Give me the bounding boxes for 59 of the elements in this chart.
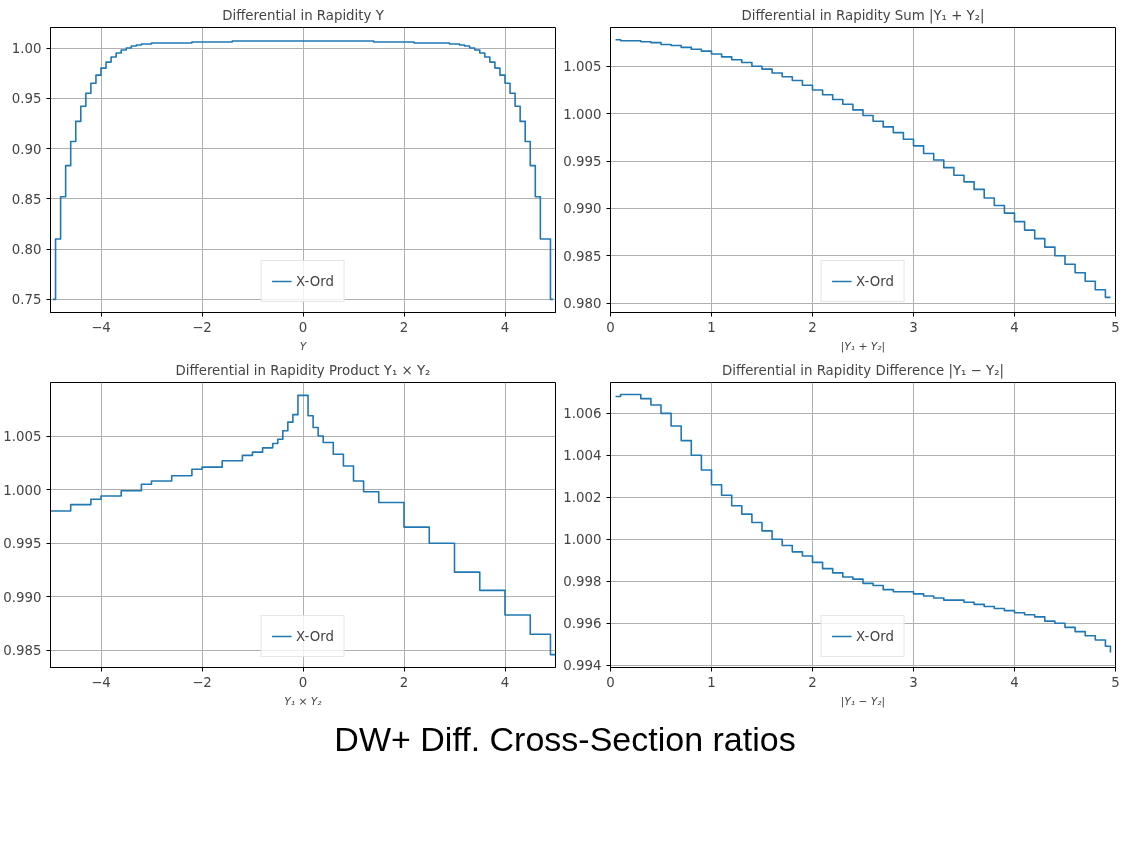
y-tick-label: 0.980 (563, 296, 602, 312)
chart-title: Differential in Rapidity Product Y₁ × Y₂ (175, 362, 431, 378)
y-tick-label: 0.990 (563, 201, 602, 217)
y-tick-label: 1.000 (3, 482, 42, 498)
y-tick-label: 1.000 (563, 106, 602, 122)
legend-label: X-Ord (856, 273, 894, 289)
x-tick-label: 0 (298, 674, 308, 690)
text: DW+ Diff. Cross-Section ratios (334, 719, 796, 760)
chart-title: Differential in Rapidity Difference |Y₁ − Y₂| (722, 362, 1004, 379)
x-tick-label: 4 (1010, 319, 1019, 335)
x-tick-label: 2 (808, 319, 817, 335)
y-tick-label: 0.985 (563, 248, 602, 264)
x-tick-label: 4 (500, 674, 510, 690)
y-tick-label: 0.95 (11, 91, 42, 107)
chart-title: Differential in Rapidity Y (222, 7, 385, 23)
y-tick-label: 0.995 (563, 154, 602, 169)
y-tick-label: 0.85 (11, 191, 42, 207)
x-tick-label: 5 (1111, 319, 1120, 335)
x-tick-label: 0 (298, 319, 308, 335)
y-tick-label: 0.90 (11, 141, 42, 157)
y-tick-label: 1.005 (3, 429, 42, 445)
x-tick-label: 2 (399, 674, 409, 690)
x-tick-label: 0 (606, 674, 615, 690)
x-tick-label: 2 (808, 674, 817, 690)
x-axis-title: Y (299, 339, 308, 353)
y-tick-label: 0.80 (11, 242, 42, 258)
x-tick-label: −2 (192, 319, 212, 335)
y-tick-label: 0.998 (563, 574, 602, 590)
y-tick-label: 0.990 (3, 589, 42, 605)
x-tick-label: −4 (91, 674, 111, 690)
x-tick-label: 1 (707, 319, 716, 335)
x-tick-label: 5 (1111, 674, 1120, 690)
chart-title: Differential in Rapidity Sum |Y₁ + Y₂| (741, 7, 985, 24)
y-tick-label: 0.996 (563, 616, 602, 632)
y-tick-label: 1.006 (563, 406, 602, 422)
x-tick-label: 2 (399, 319, 409, 335)
y-tick-label: 0.75 (11, 292, 42, 308)
x-axis-title: |Y₁ + Y₂| (840, 339, 886, 353)
x-tick-label: 1 (707, 674, 716, 690)
y-tick-label: 1.005 (563, 59, 602, 75)
x-tick-label: −4 (91, 319, 111, 335)
legend-label: X-Ord (296, 273, 334, 289)
x-axis-title: |Y₁ − Y₂| (840, 694, 886, 708)
legend-label: X-Ord (856, 628, 894, 644)
y-tick-label: 1.00 (11, 41, 42, 57)
y-tick-label: 0.994 (563, 658, 602, 674)
x-tick-label: 4 (500, 319, 510, 335)
x-tick-label: −2 (192, 674, 212, 690)
x-tick-label: 3 (909, 319, 918, 335)
x-tick-label: 3 (909, 674, 918, 690)
y-tick-label: 1.004 (563, 448, 602, 464)
x-tick-label: 0 (606, 319, 615, 335)
legend-label: X-Ord (296, 628, 334, 644)
y-tick-label: 0.995 (3, 536, 42, 552)
x-axis-title: Y₁ × Y₂ (284, 694, 323, 708)
x-tick-label: 4 (1010, 674, 1019, 690)
y-tick-label: 1.000 (563, 532, 602, 548)
y-tick-label: 0.985 (3, 643, 42, 659)
y-tick-label: 1.002 (563, 490, 602, 506)
